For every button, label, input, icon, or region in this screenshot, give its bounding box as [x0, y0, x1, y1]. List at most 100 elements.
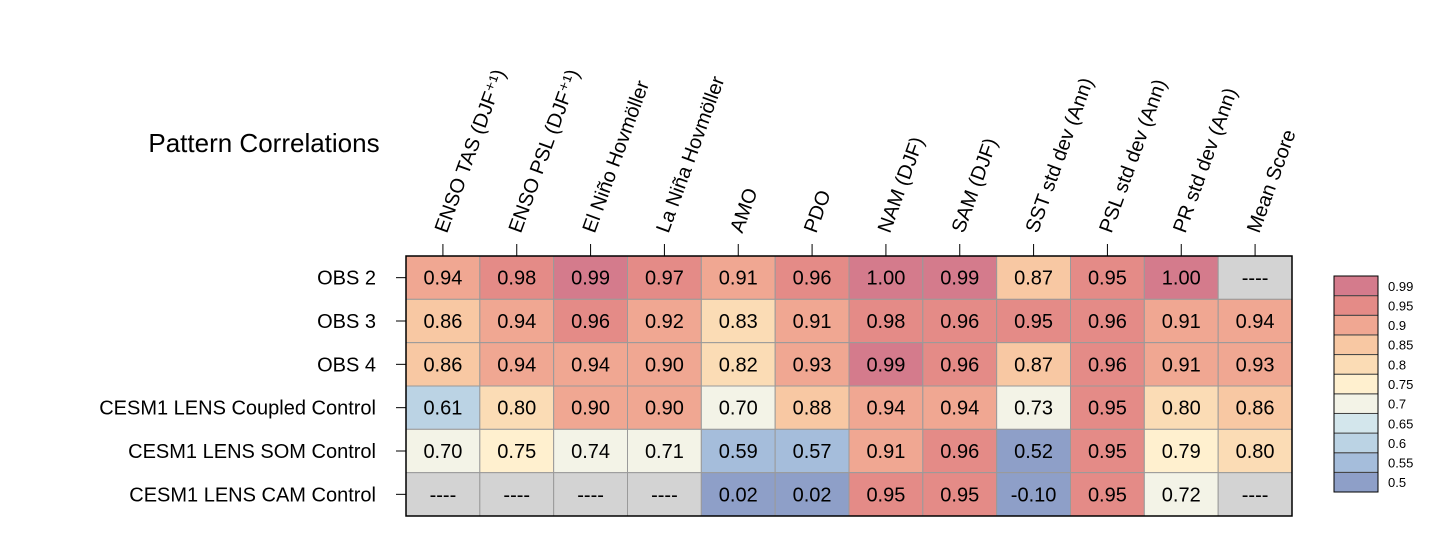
heatmap-cell: [1070, 298, 1145, 344]
cell-value: 0.91: [866, 441, 905, 463]
colorbar-swatch: [1333, 432, 1379, 454]
row-label-cesm1-lens-coupled-control: CESM1 LENS Coupled Control: [99, 398, 376, 420]
colorbar: 0.5 0.55 0.6 0.65 0.7 0.75 0.8 0.85 0.9 0.95 0.99: [1333, 275, 1413, 493]
cell-value: 0.93: [793, 354, 832, 376]
row-label-obs-4: OBS 4: [317, 354, 376, 376]
cell-value: ----: [651, 484, 678, 506]
row-label-obs-3: OBS 3: [317, 311, 376, 333]
cell-value: 0.94: [940, 398, 979, 420]
cell-value: 0.91: [1162, 354, 1201, 376]
colorbar-swatch: [1333, 452, 1379, 473]
cell-value: 0.95: [866, 484, 905, 506]
cell-value: 0.96: [940, 441, 979, 463]
cell-value: 0.95: [940, 484, 979, 506]
colorbar-swatch: [1333, 354, 1379, 375]
cell-value: 0.88: [793, 398, 832, 420]
column-label-el-nin-o-hovmo-ller: El Niño Hovmöller: [579, 77, 655, 235]
heatmap-cell: [479, 472, 555, 517]
cell-value: 0.94: [866, 398, 905, 420]
chart-title: Pattern Correlations: [148, 128, 379, 158]
heatmap-cell: [996, 428, 1072, 474]
cell-value: ----: [1242, 268, 1269, 290]
cell-value: 0.99: [940, 268, 979, 290]
heatmap-cell: [774, 385, 850, 430]
cell-value: 0.70: [423, 441, 462, 463]
heatmap-cell: [479, 385, 555, 430]
cell-value: 0.99: [866, 354, 905, 376]
heatmap-cell: [1070, 472, 1145, 517]
cell-value: 0.97: [645, 268, 684, 290]
heatmap-cell: [1217, 472, 1293, 517]
heatmap-cell: [553, 342, 629, 387]
heatmap-cell: [479, 342, 555, 387]
cell-value: 0.79: [1162, 441, 1201, 463]
cell-value: -0.10: [1011, 484, 1057, 506]
column-label-psl-std-dev-ann: PSL std dev (Ann): [1095, 76, 1171, 235]
colorbar-label: 0.6: [1388, 436, 1406, 451]
heatmap-cell: [553, 428, 629, 474]
cell-value: 0.91: [1162, 311, 1201, 333]
cell-value: 0.96: [571, 311, 610, 333]
cell-value: 0.96: [793, 268, 832, 290]
cell-value: 1.00: [1162, 268, 1201, 290]
cell-value: 0.73: [1014, 398, 1053, 420]
heatmap-cell: [405, 428, 481, 474]
heatmap-cell: [479, 298, 555, 344]
cell-value: 0.96: [940, 311, 979, 333]
column-label-enso-tas-djf: ENSO TAS (DJF⁺¹): [431, 67, 511, 236]
colorbar-label: 0.99: [1388, 279, 1413, 294]
cell-value: 0.93: [1236, 354, 1275, 376]
heatmap-cell: [1217, 298, 1293, 344]
heatmap-cell: [1070, 255, 1145, 300]
cell-value: 0.02: [793, 484, 832, 506]
colorbar-label: 0.95: [1388, 298, 1413, 313]
cell-value: 0.52: [1014, 441, 1053, 463]
cell-value: 0.94: [571, 354, 610, 376]
row-label-cesm1-lens-som-control: CESM1 LENS SOM Control: [128, 441, 376, 463]
cell-value: ----: [1242, 484, 1269, 506]
cell-value: 0.59: [719, 441, 758, 463]
heatmap-cell: [1217, 255, 1293, 300]
cell-value: 0.91: [793, 311, 832, 333]
colorbar-label: 0.7: [1388, 397, 1406, 412]
column-label-la-nin-a-hovmo-ller: La Niña Hovmöller: [652, 73, 729, 235]
column-labels: ENSO TAS (DJF⁺¹)ENSO PSL (DJF⁺¹)El Niño …: [431, 66, 1301, 256]
cell-value: 0.91: [719, 268, 758, 290]
colorbar-label: 0.9: [1388, 318, 1406, 333]
cell-value: 0.71: [645, 441, 684, 463]
heatmap-cell: [922, 385, 998, 430]
cell-value: 0.82: [719, 354, 758, 376]
heatmap-cell: [405, 342, 481, 387]
cell-value: 0.75: [497, 441, 536, 463]
column-label-enso-psl-djf: ENSO PSL (DJF⁺¹): [505, 66, 585, 235]
heatmap-cell: [627, 472, 702, 517]
heatmap-cell: [627, 298, 702, 344]
heatmap-cell: [1143, 385, 1219, 430]
colorbar-label: 0.85: [1388, 338, 1413, 353]
heatmap-cell: [553, 298, 629, 344]
heatmap-cell: [848, 342, 924, 387]
cell-value: 0.95: [1088, 268, 1127, 290]
row-label-obs-2: OBS 2: [317, 268, 376, 290]
colorbar-swatch: [1333, 334, 1379, 356]
cell-value: 0.92: [645, 311, 684, 333]
colorbar-swatch: [1333, 412, 1379, 434]
cell-value: 0.61: [423, 398, 462, 420]
cell-value: 0.94: [497, 354, 536, 376]
cell-value: ----: [577, 484, 604, 506]
cell-value: 0.80: [1236, 441, 1275, 463]
heatmap-cell: [700, 298, 776, 344]
cell-value: 0.90: [645, 354, 684, 376]
cell-value: 0.83: [719, 311, 758, 333]
cell-value: 0.86: [1236, 398, 1275, 420]
heatmap-cell: [1143, 298, 1219, 344]
colorbar-label: 0.75: [1388, 377, 1413, 392]
cell-value: 0.02: [719, 484, 758, 506]
cell-value: 0.99: [571, 268, 610, 290]
cell-value: 0.98: [497, 268, 536, 290]
cell-value: 0.94: [497, 311, 536, 333]
heatmap-cell: [922, 472, 998, 517]
cell-value: 0.94: [1236, 311, 1275, 333]
colorbar-label: 0.8: [1388, 357, 1406, 372]
cell-value: 0.95: [1088, 441, 1127, 463]
